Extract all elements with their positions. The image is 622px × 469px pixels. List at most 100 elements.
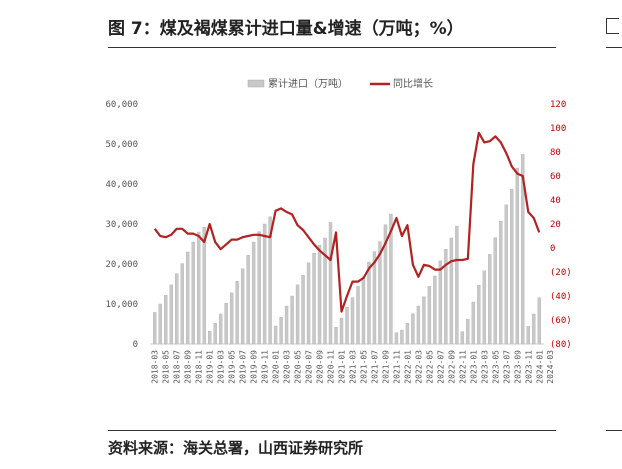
bar-mark bbox=[268, 216, 272, 345]
source-note: 资料来源：海关总署，山西证券研究所 bbox=[108, 439, 364, 457]
bar-mark bbox=[213, 323, 217, 345]
bar-mark bbox=[251, 241, 256, 345]
legend-bar-label: 累计进口（万吨） bbox=[268, 77, 348, 90]
x-tick-label: 2023-03 bbox=[480, 350, 489, 384]
bar-mark bbox=[345, 306, 349, 345]
bar-mark bbox=[532, 313, 536, 345]
x-tick-label: 2019-03 bbox=[217, 350, 226, 384]
bar-mark bbox=[262, 223, 267, 345]
x-tick-label: 2020-03 bbox=[283, 350, 292, 384]
bar-mark bbox=[455, 225, 459, 345]
bar-mark bbox=[202, 226, 206, 345]
bar-mark bbox=[175, 273, 179, 345]
right-axis-ticks: (80) (60) (40) (20) 0 20 40 60 80 100 120 bbox=[550, 100, 570, 350]
bar-mark bbox=[323, 237, 327, 345]
bar-mark bbox=[537, 297, 541, 345]
bar-mark bbox=[191, 241, 195, 345]
bar-mark bbox=[460, 331, 465, 345]
x-tick-label: 2019-01 bbox=[206, 350, 215, 384]
bar-mark bbox=[207, 331, 212, 345]
bar-mark bbox=[240, 268, 245, 345]
left-tick-label: 0 bbox=[133, 340, 138, 350]
right-tick-label: 20 bbox=[550, 220, 561, 230]
bar-mark bbox=[482, 270, 487, 345]
bar-mark bbox=[180, 263, 184, 345]
x-tick-label: 2020-11 bbox=[327, 350, 336, 384]
x-tick-label: 2020-09 bbox=[316, 350, 325, 384]
x-tick-label: 2019-09 bbox=[250, 350, 259, 384]
x-tick-label: 2023-09 bbox=[513, 350, 522, 384]
right-tick-label: (40) bbox=[550, 292, 570, 302]
x-tick-label: 2022-09 bbox=[447, 350, 456, 384]
x-tick-label: 2022-03 bbox=[414, 350, 423, 384]
left-axis-ticks: 0 10,000 20,000 30,000 40,000 50,000 60,000 bbox=[105, 100, 138, 350]
x-tick-label: 2023-05 bbox=[491, 350, 500, 384]
bar-mark bbox=[416, 305, 421, 345]
bar-mark bbox=[356, 286, 360, 345]
bar-mark bbox=[400, 329, 404, 345]
bar-mark bbox=[488, 254, 492, 345]
bar-mark bbox=[218, 313, 223, 345]
right-tick-label: 100 bbox=[550, 124, 566, 134]
bar-mark bbox=[334, 327, 338, 345]
x-tick-label: 2022-01 bbox=[403, 350, 412, 384]
adjacent-footer-divider bbox=[606, 430, 622, 431]
bar-mark bbox=[246, 254, 250, 345]
bar-mark bbox=[339, 317, 344, 345]
x-tick-label: 2024-03 bbox=[546, 350, 555, 384]
bar-series bbox=[153, 154, 541, 345]
bar-mark bbox=[290, 295, 294, 345]
bar-mark bbox=[317, 244, 322, 345]
bar-mark bbox=[361, 276, 366, 345]
x-tick-label: 2020-07 bbox=[305, 350, 314, 384]
bar-mark bbox=[372, 251, 377, 345]
right-tick-label: 120 bbox=[550, 100, 566, 110]
bar-mark bbox=[466, 319, 470, 345]
bar-mark bbox=[477, 284, 481, 345]
bar-mark bbox=[284, 305, 289, 345]
bar-mark bbox=[229, 292, 234, 345]
bar-mark bbox=[169, 284, 173, 345]
bar-mark bbox=[295, 284, 300, 345]
x-tick-label: 2023-11 bbox=[524, 350, 533, 384]
bar-mark bbox=[378, 241, 382, 345]
left-tick-label: 10,000 bbox=[105, 300, 138, 310]
x-tick-label: 2018-03 bbox=[151, 350, 160, 384]
bar-mark bbox=[235, 280, 239, 345]
right-tick-label: 40 bbox=[550, 196, 561, 206]
x-tick-label: 2018-09 bbox=[184, 350, 193, 384]
left-tick-label: 50,000 bbox=[105, 140, 138, 150]
right-tick-label: 0 bbox=[550, 244, 555, 254]
x-tick-label: 2021-07 bbox=[371, 350, 380, 384]
x-tick-label: 2021-05 bbox=[360, 350, 369, 384]
chart-legend: 累计进口（万吨） 同比增长 bbox=[247, 77, 433, 90]
bar-mark bbox=[164, 294, 168, 345]
bar-mark bbox=[306, 262, 311, 345]
x-tick-label: 2022-05 bbox=[425, 350, 434, 384]
left-tick-label: 20,000 bbox=[105, 260, 138, 270]
left-tick-label: 30,000 bbox=[105, 220, 138, 230]
import-volume-chart: 累计进口（万吨） 同比增长 0 10,000 20,000 30,000 40,000 5… bbox=[105, 77, 570, 384]
bar-mark bbox=[521, 154, 525, 345]
title-divider bbox=[108, 47, 556, 48]
bar-mark bbox=[196, 231, 201, 345]
x-tick-label: 2022-11 bbox=[458, 350, 467, 384]
bar-mark bbox=[493, 237, 498, 345]
bar-mark bbox=[433, 275, 437, 345]
x-tick-label: 2021-09 bbox=[382, 350, 391, 384]
bar-mark bbox=[504, 204, 509, 345]
bar-mark bbox=[279, 317, 283, 345]
bar-mark bbox=[389, 213, 393, 345]
right-tick-label: (20) bbox=[550, 268, 570, 278]
bar-mark bbox=[449, 237, 454, 345]
bar-mark bbox=[158, 303, 162, 345]
bar-mark bbox=[427, 286, 432, 345]
bar-mark bbox=[510, 188, 514, 345]
right-tick-label: (80) bbox=[550, 340, 570, 350]
adjacent-figure-edge bbox=[606, 18, 619, 34]
x-tick-label: 2023-07 bbox=[502, 350, 511, 384]
bar-mark bbox=[273, 325, 278, 345]
x-tick-label: 2021-03 bbox=[349, 350, 358, 384]
footer-divider bbox=[108, 430, 556, 431]
right-tick-label: (60) bbox=[550, 316, 570, 326]
